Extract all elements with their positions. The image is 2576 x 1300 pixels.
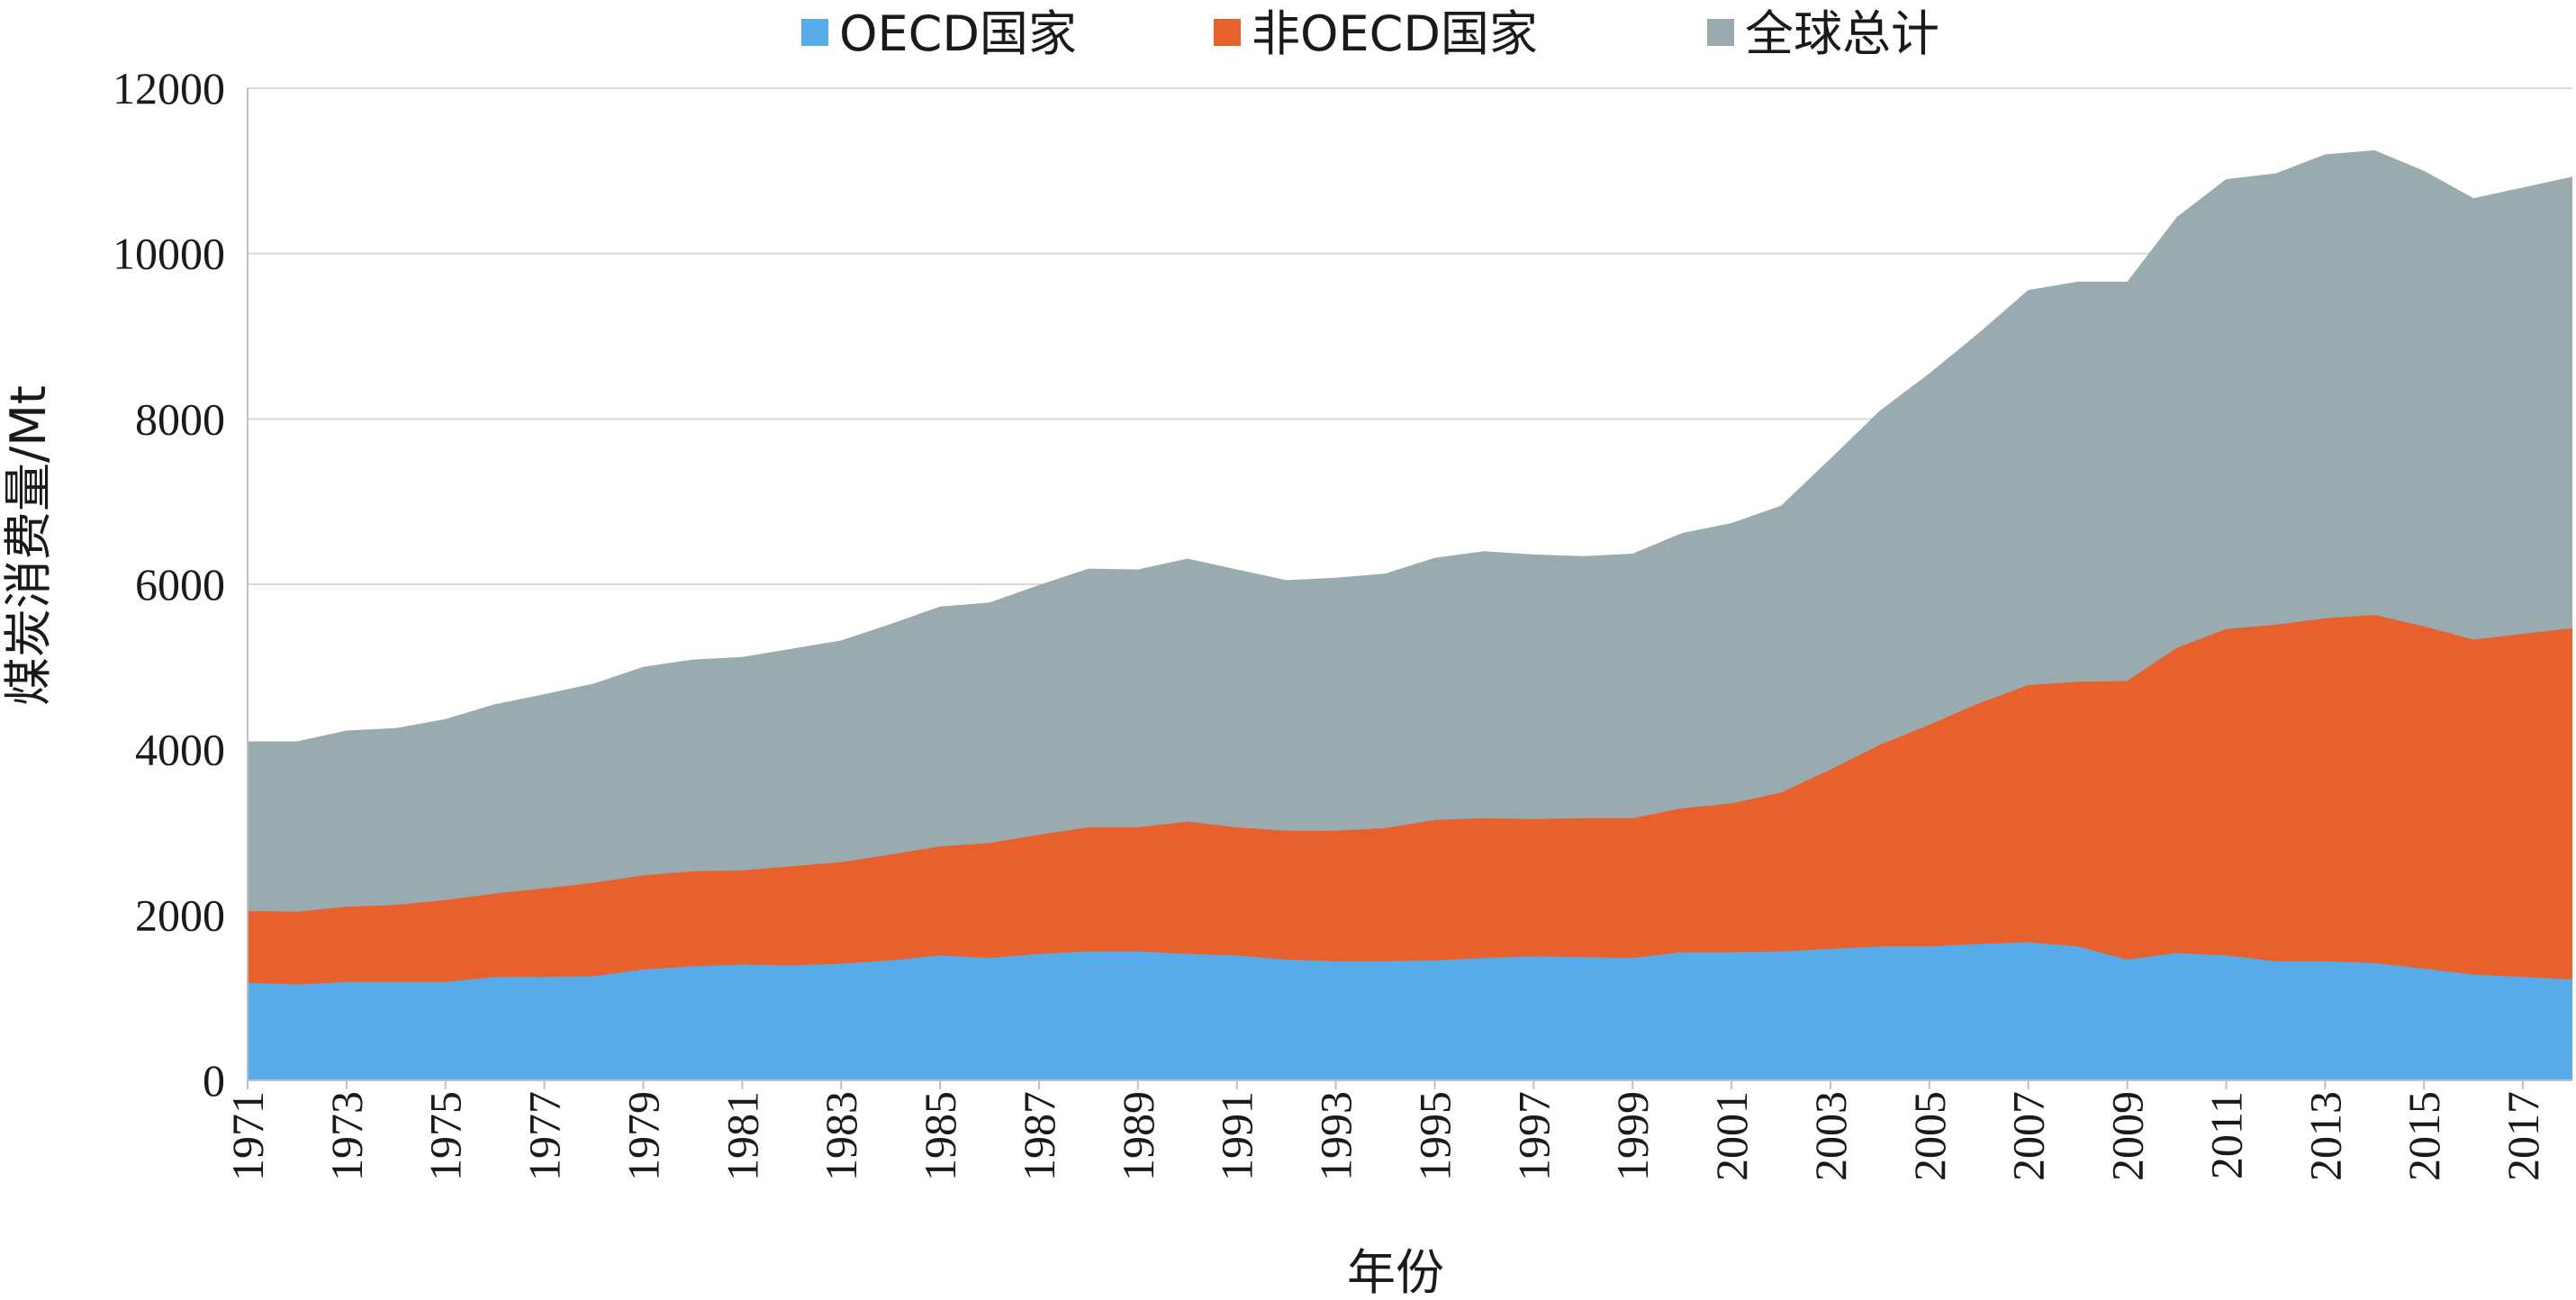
x-tick-label-14: 1999 [1607, 1091, 1658, 1181]
x-tick-label-15: 2001 [1706, 1091, 1757, 1181]
x-tick-label-7: 1985 [915, 1091, 965, 1181]
x-tick-label-12: 1995 [1409, 1091, 1460, 1181]
data-areas [248, 149, 2572, 1080]
x-tick-label-16: 2003 [1805, 1091, 1856, 1181]
legend-label-1: 非OECD国家 [1252, 5, 1538, 62]
x-tick-label-19: 2009 [2102, 1091, 2153, 1181]
x-tick-label-8: 1987 [1014, 1091, 1064, 1181]
y-tick-label-0: 0 [203, 1055, 225, 1106]
x-tick-label-0: 1971 [222, 1091, 273, 1181]
legend: OECD国家 非OECD国家 全球总计 [801, 5, 1939, 62]
y-tick-label-3: 6000 [135, 559, 225, 609]
x-tick-label-21: 2013 [2300, 1091, 2350, 1181]
x-tick-label-1: 1973 [321, 1091, 372, 1181]
legend-label-0: OECD国家 [839, 5, 1077, 62]
x-tick-label-23: 2017 [2498, 1091, 2548, 1181]
legend-swatch-2 [1707, 19, 1734, 46]
y-axis-title: 煤炭消费量/Mt [0, 385, 57, 706]
area-series-2 [248, 942, 2572, 1080]
x-tick-label-13: 1997 [1508, 1091, 1559, 1181]
y-tick-label-1: 2000 [135, 889, 225, 940]
x-tick-label-6: 1983 [816, 1091, 866, 1181]
y-axis-tick-labels: 0 2000 4000 6000 8000 10000 12000 [113, 63, 225, 1106]
legend-item-1: 非OECD国家 [1214, 5, 1538, 62]
x-tick-label-4: 1979 [618, 1091, 668, 1181]
legend-swatch-1 [1214, 19, 1241, 46]
x-tick-label-17: 2005 [1904, 1091, 1955, 1181]
y-tick-label-5: 10000 [113, 229, 225, 279]
legend-item-0: OECD国家 [801, 5, 1077, 62]
y-tick-label-4: 8000 [135, 393, 225, 444]
legend-swatch-0 [801, 19, 828, 46]
axes [247, 88, 2572, 1089]
x-tick-label-18: 2007 [2003, 1091, 2054, 1181]
x-tick-label-10: 1991 [1212, 1091, 1262, 1181]
x-tick-label-2: 1975 [420, 1091, 471, 1181]
x-tick-label-22: 2015 [2399, 1091, 2449, 1181]
x-tick-label-3: 1977 [520, 1091, 570, 1181]
x-tick-label-9: 1989 [1113, 1091, 1163, 1181]
x-tick-label-20: 2011 [2201, 1091, 2251, 1179]
x-tick-label-5: 1981 [717, 1091, 767, 1181]
legend-label-2: 全球总计 [1745, 5, 1939, 62]
y-tick-label-6: 12000 [113, 63, 225, 113]
x-axis-tick-labels: 1971 1973 1975 1977 1979 1981 1983 1985 1987 1989… [222, 1091, 2548, 1181]
legend-item-2: 全球总计 [1707, 5, 1939, 62]
x-tick-label-11: 1993 [1311, 1091, 1361, 1181]
y-tick-label-2: 4000 [135, 725, 225, 775]
x-axis-title: 年份 [1347, 1244, 1444, 1300]
